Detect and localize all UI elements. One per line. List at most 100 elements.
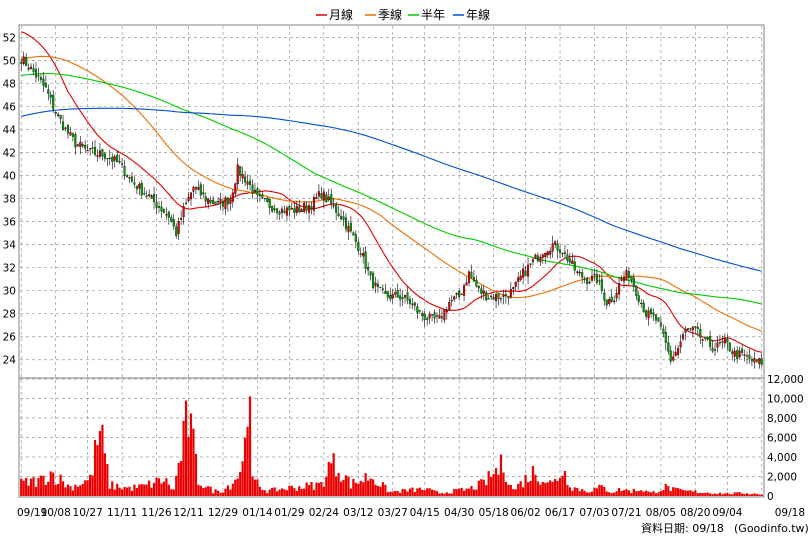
volume-bar xyxy=(672,487,675,496)
candle-down xyxy=(335,203,338,213)
volume-bar xyxy=(66,484,70,496)
candle-up xyxy=(463,285,466,296)
candle-down xyxy=(605,299,608,306)
candle-down xyxy=(148,194,151,196)
volume-bar xyxy=(524,474,527,496)
candle-down xyxy=(153,194,156,203)
candle-down xyxy=(91,147,94,149)
volume-bar xyxy=(332,453,335,496)
volume-bar xyxy=(428,488,431,496)
volume-tick-label: 2,000 xyxy=(767,472,797,484)
candle-down xyxy=(354,234,357,242)
volume-bar xyxy=(283,489,286,496)
candle-down xyxy=(125,174,129,177)
volume-bar xyxy=(455,489,458,496)
candle-down xyxy=(635,285,638,296)
candle-down xyxy=(686,328,689,330)
candle-down xyxy=(475,279,478,287)
y-tick-label: 38 xyxy=(3,194,16,206)
volume-bar xyxy=(716,493,719,496)
volume-bar xyxy=(674,487,677,496)
volume-bar xyxy=(487,471,490,496)
volume-bar xyxy=(337,473,340,496)
volume-bar xyxy=(406,491,409,496)
volume-bar xyxy=(288,485,291,496)
volume-bar xyxy=(595,488,599,496)
candle-down xyxy=(293,208,296,213)
legend-label-quarterly: 季線 xyxy=(378,7,402,22)
candle-down xyxy=(106,158,109,160)
candle-up xyxy=(467,271,471,284)
candle-down xyxy=(44,83,47,88)
candle-down xyxy=(271,205,274,212)
candle-down xyxy=(133,182,136,185)
volume-bar xyxy=(143,484,146,496)
candle-up xyxy=(534,254,537,259)
volume-bar xyxy=(84,480,87,496)
candle-down xyxy=(736,350,739,359)
legend-label-halfyear: 半年 xyxy=(421,8,445,22)
x-tick-label: 09/18 xyxy=(775,507,805,519)
volume-bar xyxy=(529,480,532,496)
volume-tick-label: 6,000 xyxy=(767,433,797,445)
volume-bar xyxy=(667,486,670,496)
volume-bar xyxy=(637,490,640,496)
candle-up xyxy=(374,282,377,287)
volume-bar xyxy=(625,489,628,496)
candle-down xyxy=(66,125,70,134)
volume-bar xyxy=(462,490,466,496)
x-tick-label: 09/19 xyxy=(17,507,47,519)
volume-bar xyxy=(659,491,663,496)
candle-down xyxy=(239,166,242,176)
volume-bar xyxy=(654,493,658,496)
candle-up xyxy=(138,183,141,189)
volume-bar xyxy=(236,478,239,496)
volume-bar xyxy=(522,487,525,496)
volume-bar xyxy=(450,493,453,496)
volume-bar xyxy=(708,493,712,496)
volume-bar xyxy=(89,474,92,496)
volume-bar xyxy=(32,477,35,496)
candle-up xyxy=(677,348,680,355)
candle-up xyxy=(598,280,601,282)
volume-bar xyxy=(263,490,266,496)
volume-bar xyxy=(135,488,138,496)
candle-up xyxy=(69,131,72,136)
ma-halfyear-line xyxy=(21,72,762,305)
candle-up xyxy=(576,271,579,273)
volume-bar xyxy=(212,493,215,496)
legend-label-yearly: 年線 xyxy=(466,7,490,22)
x-tick-label: 03/27 xyxy=(378,507,408,519)
candle-down xyxy=(175,226,178,237)
ma-monthly-line xyxy=(21,31,762,353)
candle-down xyxy=(123,166,126,176)
volume-bar xyxy=(295,490,298,496)
volume-bar xyxy=(130,490,134,496)
volume-bar xyxy=(187,436,190,496)
volume-bar xyxy=(389,491,392,496)
volume-bar xyxy=(224,488,227,496)
x-tick-label: 04/30 xyxy=(444,507,474,519)
candle-down xyxy=(221,200,225,207)
candle-up xyxy=(608,299,611,304)
volume-bar xyxy=(531,465,535,496)
volume-bar xyxy=(696,493,699,496)
price-panel xyxy=(18,24,765,379)
candle-down xyxy=(696,326,699,329)
volume-bar xyxy=(273,487,276,496)
x-tick-label: 06/17 xyxy=(545,507,575,519)
volume-bar xyxy=(526,482,530,496)
candle-up xyxy=(64,127,67,129)
volume-bar xyxy=(209,486,212,496)
candle-up xyxy=(453,296,456,300)
candle-down xyxy=(492,297,495,300)
volume-bar xyxy=(642,491,645,496)
candle-down xyxy=(504,294,507,296)
candle-down xyxy=(37,75,40,77)
candle-down xyxy=(376,283,380,288)
volume-bar xyxy=(753,493,756,496)
candle-down xyxy=(384,291,387,294)
volume-bar xyxy=(494,468,498,496)
volume-bar xyxy=(140,484,143,496)
volume-bar xyxy=(733,492,736,496)
